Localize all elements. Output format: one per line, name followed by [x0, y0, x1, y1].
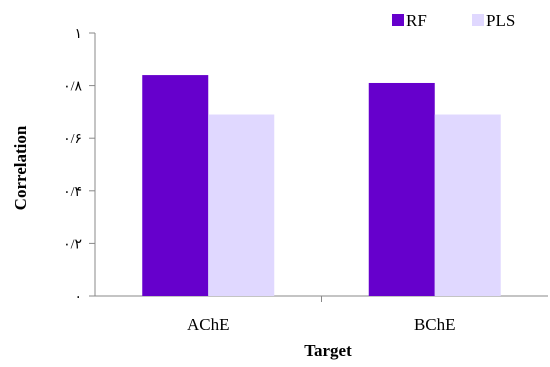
bar-pls-bche — [434, 114, 501, 296]
legend: RF PLS — [392, 11, 515, 30]
labels: Correlation Target — [11, 125, 352, 360]
bar-rf-ache — [142, 75, 209, 296]
legend-label-pls: PLS — [486, 11, 515, 30]
legend-swatch-pls — [472, 14, 484, 26]
legend-swatch-rf — [392, 14, 404, 26]
y-axis-title: Correlation — [11, 125, 30, 210]
legend-label-rf: RF — [406, 11, 427, 30]
y-tick-label: ۰/۸ — [63, 80, 82, 95]
x-axis-title: Target — [304, 341, 352, 360]
bar-pls-ache — [208, 114, 275, 296]
axes: ۰ ۰/۲ ۰/۴ ۰/۶ ۰/۸ ۱ AChE BChE — [63, 27, 548, 334]
y-tick-label: ۰ — [74, 290, 82, 305]
y-tick-label: ۰/۲ — [63, 237, 82, 252]
x-tick-label: BChE — [414, 315, 456, 334]
y-tick-label: ۰/۴ — [63, 185, 82, 200]
x-tick-label: AChE — [187, 315, 230, 334]
y-tick-label: ۱ — [74, 27, 82, 42]
y-tick-label: ۰/۶ — [63, 132, 82, 147]
bars — [142, 75, 501, 296]
bar-rf-bche — [368, 82, 435, 296]
